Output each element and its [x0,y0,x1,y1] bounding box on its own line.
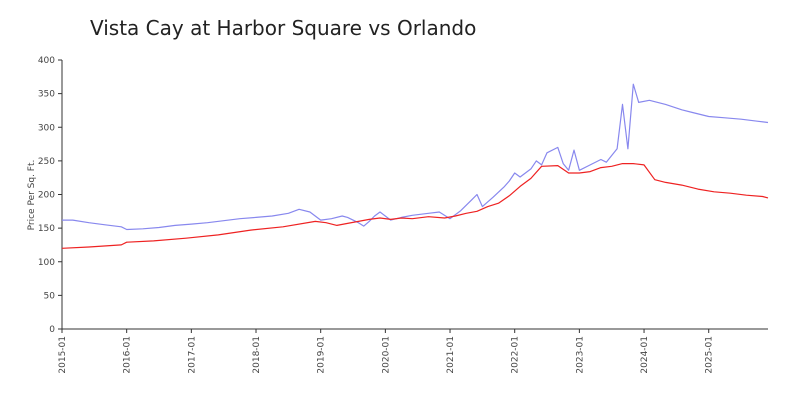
y-tick-label: 150 [38,224,55,234]
x-tick-label: 2020-01 [381,336,391,374]
x-tick-label: 2022-01 [511,336,521,374]
series-layer [61,83,769,249]
x-tick-label: 2016-01 [123,336,133,374]
x-tick-label: 2025-01 [705,336,715,374]
x-tick-label: 2019-01 [317,336,327,374]
series-line-2 [61,163,769,249]
y-tick-label: 400 [38,56,55,66]
y-axis: 0 50 100 150 200 250 300 350 400 [38,56,63,335]
x-tick-label: 2023-01 [575,336,585,374]
x-axis: 2015-01 2016-01 2017-01 2018-01 2019-01 2020-… [58,328,768,374]
x-tick-label: 2024-01 [640,336,650,374]
y-tick-label: 300 [38,123,55,133]
x-tick-label: 2021-01 [446,336,456,374]
y-tick-label: 0 [49,325,55,335]
y-tick-label: 100 [38,258,55,268]
x-tick-label: 2017-01 [187,336,197,374]
y-axis-label: Price Per Sq. Ft. [27,160,37,231]
y-tick-label: 250 [38,157,55,167]
chart-title: Vista Cay at Harbor Square vs Orlando [90,16,477,40]
y-tick-label: 350 [38,90,55,100]
y-tick-label: 200 [38,191,55,201]
x-tick-label: 2015-01 [58,336,68,374]
x-tick-label: 2018-01 [252,336,262,374]
series-line-1 [62,83,769,231]
y-tick-label: 50 [44,291,56,301]
